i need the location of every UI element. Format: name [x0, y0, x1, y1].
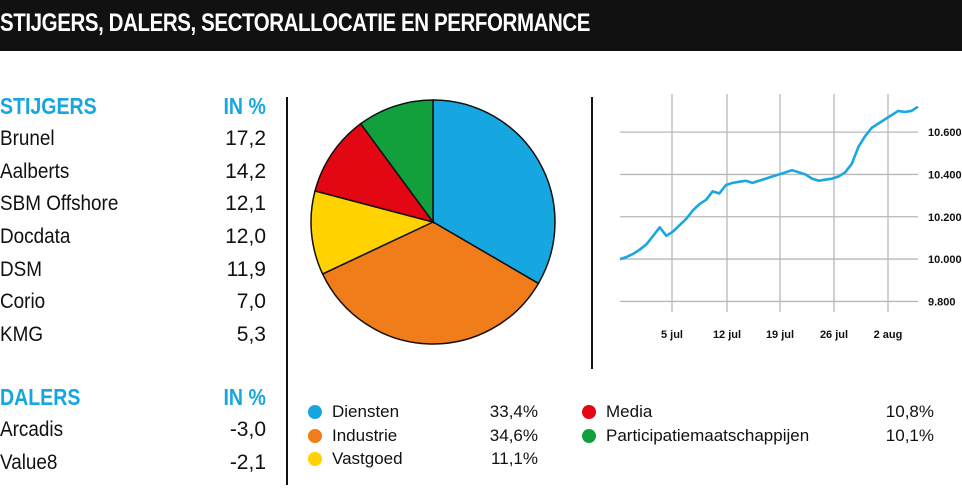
legend-value: 34,6% — [489, 425, 538, 445]
stijgers-name: Corio — [0, 290, 46, 314]
legend-value: 10,1% — [885, 425, 934, 445]
legend-value: 10,8% — [885, 402, 934, 421]
pie-slice-vastgoed — [310, 190, 436, 275]
legend-value: 11,1% — [491, 449, 538, 468]
stijgers-value: 5,3 — [236, 323, 266, 347]
legend-dot-icon — [308, 452, 322, 466]
legend-right: Media 10,8% Participatiemaatschappijen 10,1… — [582, 401, 934, 448]
stijgers-name: Docdata — [0, 225, 71, 249]
x-tick-label: 19 jul — [766, 329, 794, 341]
pie-slice-media — [314, 122, 435, 224]
x-tick-label: 26 jul — [820, 329, 848, 341]
legend-dot-icon — [308, 428, 322, 443]
performance-line-chart: 9.800 10.000 10.200 10.400 10.600 5 jul 12 jul… — [619, 94, 962, 341]
dalers-unit: IN % — [223, 384, 266, 410]
dalers-value: -2,1 — [229, 450, 266, 474]
pie-slice-industrie — [321, 221, 540, 345]
sector-pie-chart — [310, 99, 556, 345]
y-tick-label: 9.800 — [928, 296, 956, 308]
pie-slice-participatiemaatschappijen — [359, 99, 434, 225]
stijgers-header: STIJGERS IN % — [0, 93, 272, 125]
stijgers-name: Aalberts — [0, 159, 70, 183]
x-tick-label: 2 aug — [874, 329, 903, 341]
stijgers-value: 17,2 — [225, 127, 266, 150]
y-tick-label: 10.200 — [928, 212, 962, 224]
stijgers-panel: STIJGERS IN % Brunel 17,2 Aalberts 14,2 SBM … — [0, 93, 272, 354]
legend-item: Vastgoed 11,1% — [308, 448, 538, 472]
stijgers-name: KMG — [0, 323, 44, 347]
divider-right — [591, 97, 593, 369]
stijgers-value: 14,2 — [225, 159, 266, 183]
stijgers-name: Brunel — [0, 127, 55, 150]
page-title: STIJGERS, DALERS, SECTORALLOCATIE EN PER… — [0, 9, 591, 37]
legend-label: Vastgoed — [332, 449, 403, 468]
dalers-name: Value8 — [0, 450, 58, 474]
legend-dot-icon — [308, 405, 322, 419]
y-tick-label: 10.000 — [928, 254, 962, 266]
legend-item: Media 10,8% — [582, 401, 934, 425]
performance-series-line — [619, 105, 919, 261]
legend-left: Diensten 33,4% Industrie 34,6% Vastgoed 11,1% — [308, 401, 538, 472]
legend-value: 33,4% — [489, 402, 538, 421]
y-tick-label: 10.400 — [928, 169, 962, 181]
legend-label: Diensten — [332, 402, 400, 421]
dalers-row: Value8 -2,1 — [0, 449, 272, 482]
y-tick-label: 10.600 — [928, 127, 962, 139]
stijgers-unit: IN % — [223, 93, 266, 119]
stijgers-value: 12,1 — [225, 192, 266, 216]
x-tick-label: 5 jul — [661, 329, 683, 341]
stijgers-row: DSM 11,9 — [0, 256, 272, 289]
stijgers-row: Corio 7,0 — [0, 288, 272, 321]
dalers-value: -3,0 — [229, 418, 266, 441]
stijgers-row: Aalberts 14,2 — [0, 158, 272, 191]
stijgers-row: Docdata 12,0 — [0, 223, 272, 256]
stijgers-value: 11,9 — [226, 257, 266, 281]
header-bar: STIJGERS, DALERS, SECTORALLOCATIE EN PER… — [0, 0, 962, 51]
pie-slice-diensten — [432, 99, 556, 285]
legend-dot-icon — [582, 405, 596, 419]
legend-label: Industrie — [332, 425, 398, 445]
dalers-name: Arcadis — [0, 418, 64, 441]
stijgers-value: 7,0 — [236, 290, 266, 314]
dalers-title: DALERS — [0, 384, 81, 410]
legend-dot-icon — [582, 428, 596, 443]
legend-label: Participatiemaatschappijen — [606, 425, 810, 445]
dalers-panel: DALERS IN % Arcadis -3,0 Value8 -2,1 — [0, 384, 272, 481]
legend-label: Media — [606, 402, 653, 421]
legend-item: Industrie 34,6% — [308, 425, 538, 449]
x-tick-label: 12 jul — [713, 329, 741, 341]
legend-item: Diensten 33,4% — [308, 401, 538, 425]
stijgers-name: SBM Offshore — [0, 192, 119, 216]
dalers-header: DALERS IN % — [0, 384, 272, 416]
stijgers-name: DSM — [0, 257, 43, 281]
stijgers-row: Brunel 17,2 — [0, 125, 272, 158]
stijgers-title: STIJGERS — [0, 93, 97, 119]
legend-item: Participatiemaatschappijen 10,1% — [582, 425, 934, 449]
stijgers-row: SBM Offshore 12,1 — [0, 190, 272, 223]
stijgers-row: KMG 5,3 — [0, 321, 272, 354]
dalers-row: Arcadis -3,0 — [0, 416, 272, 449]
divider-left — [286, 97, 288, 485]
stijgers-value: 12,0 — [225, 225, 266, 249]
